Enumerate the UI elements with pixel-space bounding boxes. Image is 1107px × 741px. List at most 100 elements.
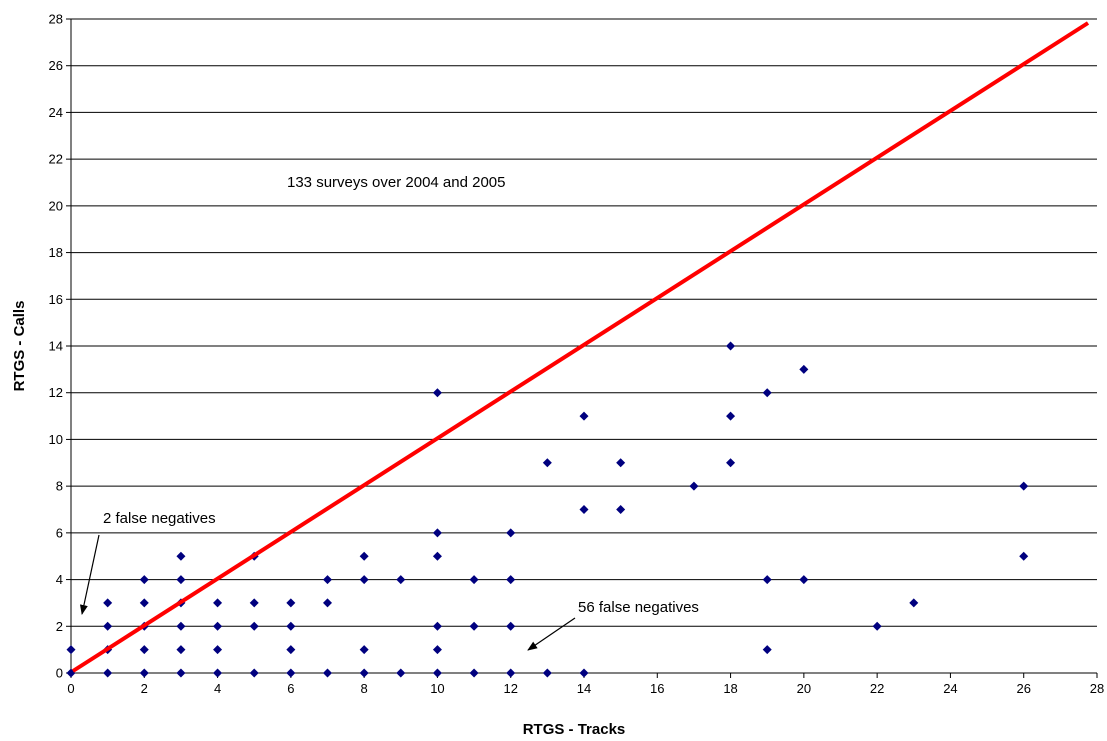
y-tick-label-24: 24	[49, 105, 63, 120]
gridlines	[71, 18, 1097, 627]
y-tick-label-20: 20	[49, 198, 63, 213]
y-tick-label-22: 22	[49, 152, 63, 167]
y-tick-label-10: 10	[49, 432, 63, 447]
x-tick-label-0: 0	[67, 681, 74, 696]
data-point	[249, 598, 259, 608]
data-point	[579, 668, 589, 678]
data-point	[726, 411, 736, 421]
data-point	[799, 364, 809, 374]
data-point	[726, 341, 736, 351]
data-point	[506, 668, 516, 678]
data-point	[176, 645, 186, 655]
x-tick-label-14: 14	[577, 681, 591, 696]
y-tick-label-14: 14	[49, 339, 63, 354]
data-point	[213, 621, 223, 631]
data-point	[1019, 481, 1029, 491]
data-point	[176, 551, 186, 561]
data-point	[286, 645, 296, 655]
x-tick-label-2: 2	[141, 681, 148, 696]
data-point	[359, 575, 369, 585]
data-point	[103, 668, 113, 678]
data-point	[213, 645, 223, 655]
annotation-arrow-right	[527, 617, 576, 651]
data-point	[616, 458, 626, 468]
x-tick-label-8: 8	[361, 681, 368, 696]
data-point	[542, 458, 552, 468]
data-points	[66, 341, 1029, 678]
data-point	[139, 598, 149, 608]
x-tick-label-22: 22	[870, 681, 884, 696]
annotation-false-negatives-left: 2 false negatives	[103, 510, 216, 527]
data-point	[506, 621, 516, 631]
data-point	[286, 598, 296, 608]
data-point	[323, 575, 332, 585]
data-point	[396, 668, 406, 678]
x-tick-label-16: 16	[650, 681, 664, 696]
y-tick-label-26: 26	[49, 58, 63, 73]
x-tick-label-12: 12	[503, 681, 517, 696]
data-point	[469, 575, 479, 585]
data-point	[359, 668, 369, 678]
data-point	[323, 598, 332, 608]
x-axis-title: RTGS - Tracks	[523, 721, 626, 738]
data-point	[762, 388, 772, 398]
x-tick-label-6: 6	[287, 681, 294, 696]
annotation-surveys: 133 surveys over 2004 and 2005	[287, 174, 506, 191]
data-point	[432, 388, 442, 398]
annotation-false-negatives-right: 56 false negatives	[578, 599, 699, 616]
data-point	[762, 645, 772, 655]
y-tick-label-4: 4	[56, 572, 63, 587]
data-point	[286, 621, 296, 631]
x-tick-label-18: 18	[723, 681, 737, 696]
data-point	[579, 411, 589, 421]
data-point	[469, 621, 479, 631]
data-point	[139, 645, 149, 655]
y-tick-label-16: 16	[49, 292, 63, 307]
data-point	[396, 575, 406, 585]
data-point	[432, 645, 442, 655]
y-tick-label-28: 28	[49, 12, 63, 27]
data-point	[432, 528, 442, 538]
data-point	[506, 575, 516, 585]
data-point	[542, 668, 552, 678]
x-tick-label-24: 24	[943, 681, 957, 696]
data-point	[139, 575, 149, 585]
data-point	[176, 668, 186, 678]
data-point	[579, 505, 589, 514]
data-point	[469, 668, 479, 678]
data-point	[286, 668, 296, 678]
annotation-arrow-left	[79, 534, 100, 615]
data-point	[213, 598, 223, 608]
data-point	[323, 668, 332, 678]
data-point	[616, 505, 626, 514]
data-point	[689, 481, 699, 491]
data-point	[872, 621, 882, 631]
data-point	[213, 668, 223, 678]
data-point	[1019, 551, 1029, 561]
x-tick-label-4: 4	[214, 681, 221, 696]
data-point	[799, 575, 809, 585]
data-point	[432, 668, 442, 678]
data-point	[762, 575, 772, 585]
data-point	[139, 668, 149, 678]
data-point	[359, 645, 369, 655]
data-point	[249, 668, 259, 678]
y-tick-label-12: 12	[49, 385, 63, 400]
data-point	[432, 621, 442, 631]
y-axis-title: RTGS - Calls	[11, 301, 28, 392]
data-point	[909, 598, 919, 608]
x-tick-label-26: 26	[1016, 681, 1030, 696]
data-point	[103, 598, 113, 608]
data-point	[432, 551, 442, 561]
data-point	[176, 575, 186, 585]
data-point	[103, 621, 113, 631]
y-tick-label-18: 18	[49, 245, 63, 260]
reference-line	[71, 21, 1090, 673]
data-point	[249, 621, 259, 631]
y-tick-label-0: 0	[56, 666, 63, 681]
y-tick-label-2: 2	[56, 619, 63, 634]
x-tick-label-28: 28	[1090, 681, 1104, 696]
